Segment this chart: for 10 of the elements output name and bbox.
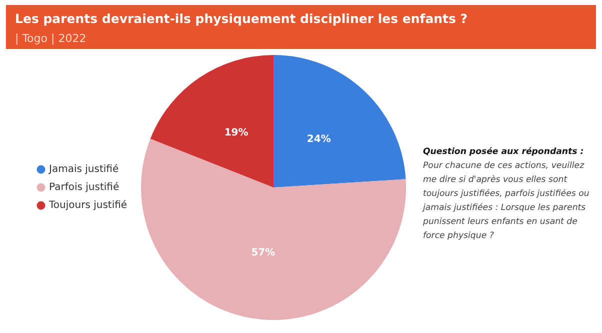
data-label: 24% [306, 134, 331, 145]
text: Question posée aux répondants : [423, 146, 585, 159]
text: Pour chacune de ces actions, veuillez me dire si d'après vous elles sont toujours justifiées, parfois justifiées ou jamais justifiées : Lorsque les parents punissent leurs enfants en usant de force physique ? [423, 160, 590, 243]
data-label: 57% [251, 248, 276, 259]
data-label: 19% [224, 127, 248, 138]
chart-subtitle: | Togo | 2022 [15, 32, 86, 45]
legend-label: Jamais justifié [48, 164, 119, 176]
chart-title: Les parents devraient-ils physiquement discipliner les enfants ? [15, 11, 468, 26]
legend-label: Parfois justifié [49, 182, 120, 194]
legend-label: Toujours justifié [48, 200, 128, 212]
